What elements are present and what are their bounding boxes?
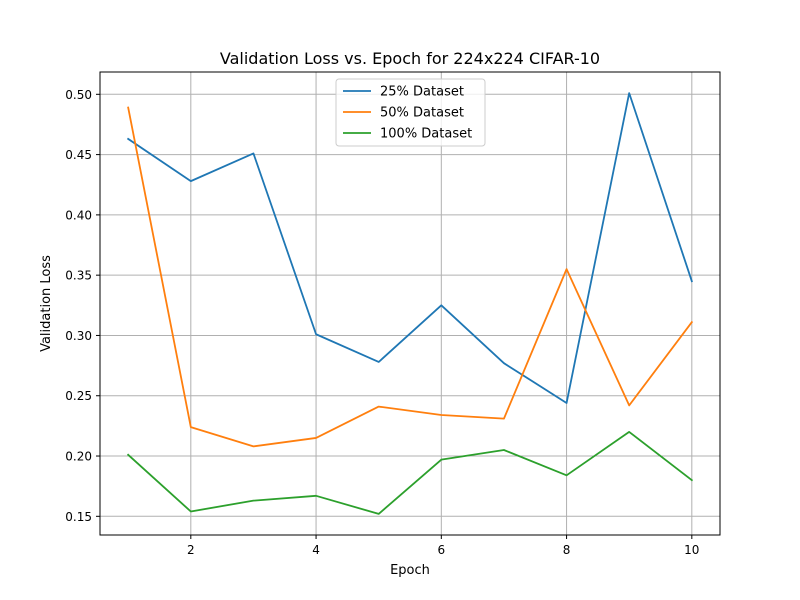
y-tick-label: 0.35 <box>65 269 92 283</box>
x-tick-label: 2 <box>187 543 195 557</box>
grid <box>100 72 720 535</box>
x-tick-label: 6 <box>437 543 445 557</box>
legend-box <box>335 78 486 147</box>
y-tick-label: 0.40 <box>65 208 92 222</box>
y-tick-label: 0.15 <box>65 510 92 524</box>
legend-label: 100% Dataset <box>380 127 472 142</box>
legend-label: 25% Dataset <box>380 85 464 100</box>
x-tick-label: 4 <box>312 543 320 557</box>
chart-title: Validation Loss vs. Epoch for 224x224 CI… <box>220 49 600 68</box>
x-axis-label: Epoch <box>390 563 430 578</box>
y-axis-label: Validation Loss <box>39 255 54 352</box>
y-tick-label: 0.25 <box>65 389 92 403</box>
y-tick-label: 0.45 <box>65 148 92 162</box>
plot-frame <box>99 71 721 536</box>
y-tick-label: 0.30 <box>65 329 92 343</box>
series-lines <box>126 92 694 515</box>
x-tick-label: 8 <box>563 543 571 557</box>
y-tick-label: 0.50 <box>65 88 92 102</box>
legend: 25% Dataset 50% Dataset 100% Dataset <box>335 78 486 147</box>
x-tick-label: 10 <box>684 543 699 557</box>
series-line-3 <box>126 431 694 515</box>
y-tick-label: 0.20 <box>65 450 92 464</box>
legend-label: 50% Dataset <box>380 106 464 121</box>
series-line-1 <box>126 92 693 404</box>
series-line-2 <box>127 106 694 448</box>
axis-ticks: 2 4 6 8 10 0.15 0.20 0.25 0.30 0.35 0.40 0.45 0.50 <box>65 88 699 557</box>
